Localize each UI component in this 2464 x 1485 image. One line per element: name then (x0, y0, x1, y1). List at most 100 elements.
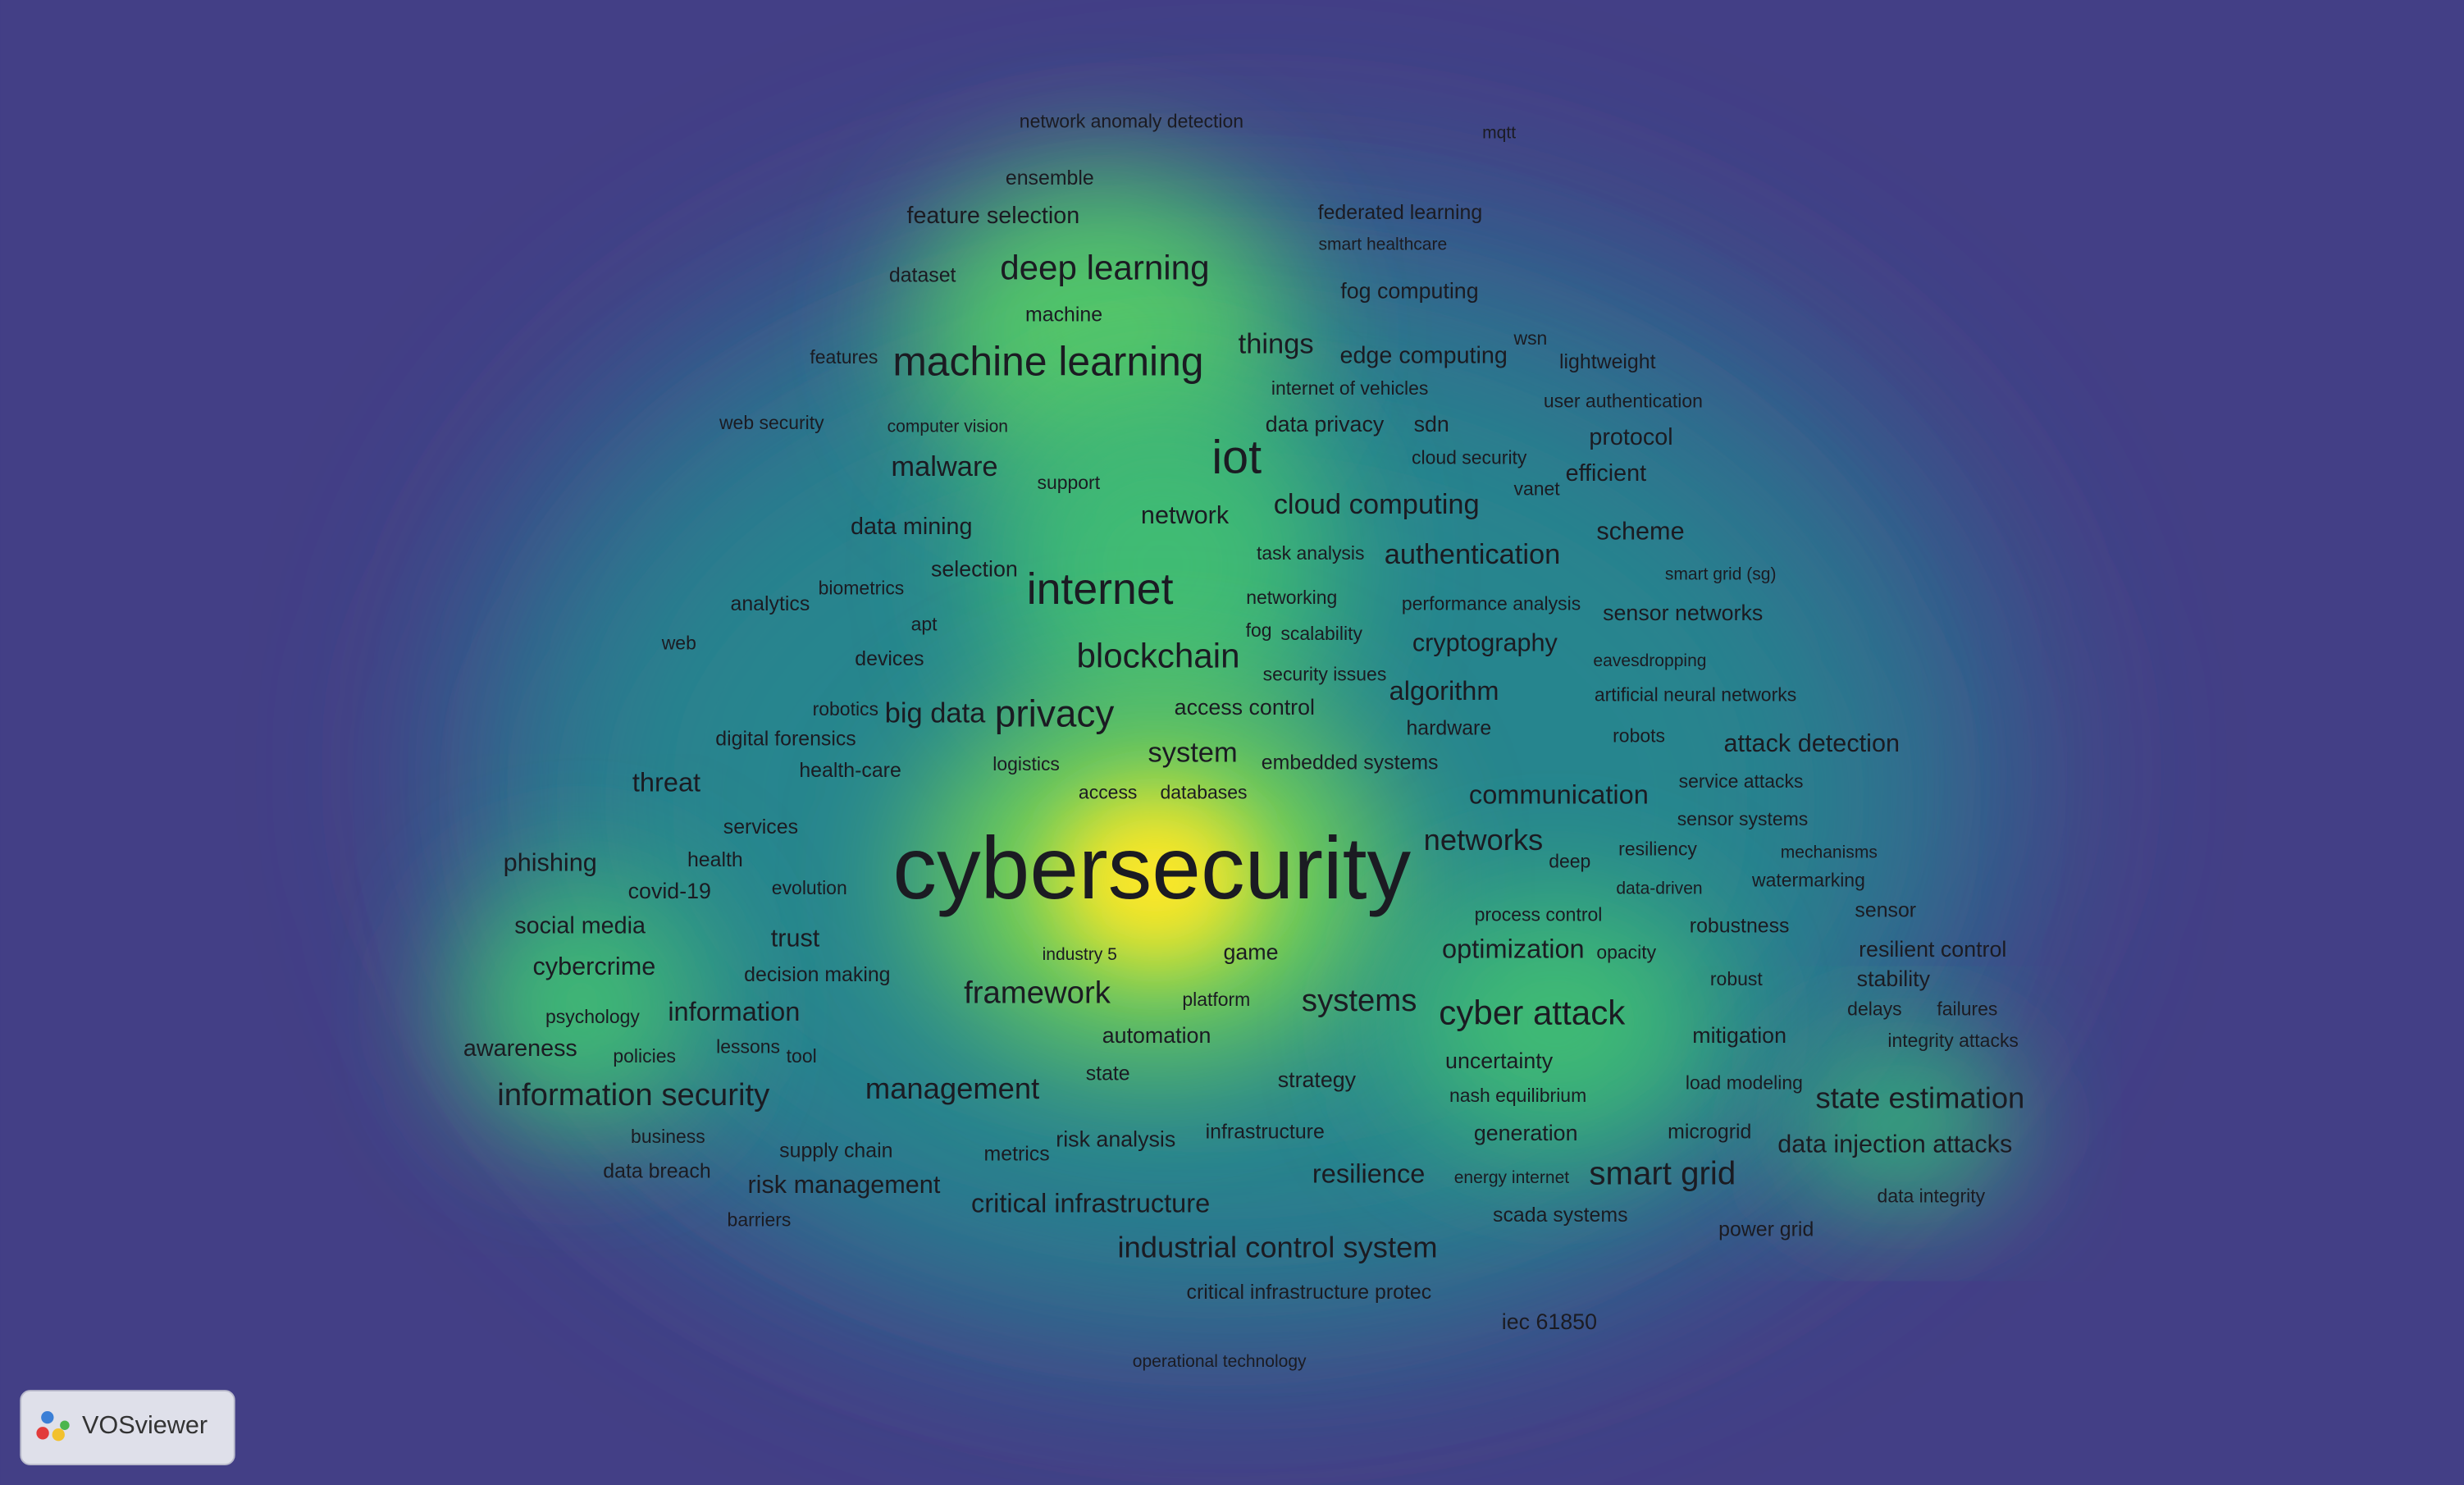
term-label: iot (1211, 431, 1262, 483)
term-label: tool (787, 1045, 817, 1067)
logo-text: VOSviewer (82, 1411, 208, 1439)
term-label: robustness (1690, 915, 1790, 938)
term-label: cryptography (1412, 628, 1558, 656)
term-label: smart healthcare (1318, 235, 1447, 254)
term-label: lightweight (1559, 350, 1656, 373)
term-label: cloud security (1412, 446, 1527, 468)
term-label: policies (613, 1045, 676, 1067)
term-label: fog computing (1340, 278, 1478, 303)
term-label: data injection attacks (1777, 1130, 2012, 1158)
term-label: federated learning (1318, 201, 1483, 224)
logo-box (20, 1390, 235, 1466)
term-label: strategy (1278, 1067, 1357, 1092)
term-label: sensor (1855, 898, 1916, 921)
term-label: big data (885, 698, 986, 729)
term-label: edge computing (1339, 342, 1507, 368)
term-label: opacity (1596, 942, 1656, 963)
term-label: load modeling (1686, 1072, 1803, 1094)
term-label: vanet (1513, 478, 1560, 500)
term-label: wsn (1513, 327, 1547, 349)
term-label: phishing (504, 849, 597, 877)
term-label: data breach (603, 1159, 710, 1182)
term-label: management (865, 1071, 1039, 1105)
term-label: threat (632, 767, 700, 797)
term-label: health-care (799, 759, 901, 782)
term-label: things (1239, 328, 1314, 359)
logo-icon (36, 1410, 70, 1442)
term-label: robotics (813, 698, 878, 720)
term-label: network (1141, 501, 1230, 529)
term-label: attack detection (1724, 729, 1900, 757)
term-label: trust (771, 924, 820, 952)
term-label: eavesdropping (1593, 651, 1706, 670)
term-label: deep learning (1000, 249, 1209, 287)
term-label: data privacy (1266, 412, 1385, 436)
term-label: system (1148, 737, 1238, 768)
term-label: data-driven (1616, 880, 1702, 898)
term-label: operational technology (1133, 1352, 1307, 1371)
term-label: fog (1246, 619, 1272, 641)
term-label: embedded systems (1262, 751, 1439, 774)
term-label: features (810, 346, 878, 368)
term-label: state (1086, 1062, 1130, 1085)
term-label: resiliency (1618, 838, 1697, 859)
term-label: feature selection (906, 203, 1079, 229)
term-label: framework (964, 976, 1111, 1011)
term-label: business (631, 1126, 705, 1147)
term-label: covid-19 (628, 879, 711, 903)
term-label: uncertainty (1445, 1049, 1554, 1073)
term-label: state estimation (1816, 1081, 2025, 1114)
term-label: apt (911, 613, 938, 634)
term-label: data mining (851, 514, 972, 540)
term-label: systems (1302, 983, 1417, 1018)
term-label: sdn (1414, 412, 1449, 436)
term-label: ensemble (1006, 167, 1094, 190)
term-label: supply chain (779, 1140, 892, 1163)
term-label: resilience (1312, 1158, 1425, 1188)
term-label: barriers (728, 1209, 792, 1230)
term-label: internet (1027, 564, 1174, 614)
term-labels: network anomaly detection mqtt ensemble fea… (463, 110, 2024, 1371)
term-label: web (661, 632, 696, 653)
term-label: lessons (716, 1036, 780, 1058)
term-label: psychology (545, 1006, 640, 1027)
term-label: evolution (772, 877, 847, 898)
term-label: platform (1182, 989, 1250, 1010)
term-label: biometrics (819, 577, 905, 598)
term-label: scheme (1596, 517, 1684, 545)
term-label: artificial neural networks (1595, 684, 1796, 706)
term-label: machine (1025, 304, 1102, 327)
term-label: generation (1474, 1121, 1578, 1145)
term-label: robust (1710, 968, 1763, 989)
term-label: microgrid (1668, 1121, 1751, 1144)
term-label: nash equilibrium (1449, 1085, 1586, 1106)
term-label: hardware (1406, 716, 1491, 739)
term-label: web security (719, 412, 824, 433)
term-label: cyber attack (1439, 993, 1626, 1031)
term-label: access (1079, 781, 1138, 802)
term-label: power grid (1718, 1218, 1814, 1241)
term-label: smart grid (1589, 1154, 1736, 1191)
term-label: user authentication (1544, 390, 1703, 411)
term-label: service attacks (1679, 770, 1804, 792)
term-label: blockchain (1076, 637, 1239, 675)
term-label: sensor systems (1677, 808, 1809, 829)
term-label: critical infrastructure (971, 1189, 1210, 1218)
density (455, 172, 2028, 1352)
term-label: optimization (1442, 934, 1585, 963)
term-label: devices (855, 647, 924, 670)
term-label: social media (514, 913, 646, 939)
term-label: cybercrime (532, 953, 655, 980)
term-label: mechanisms (1781, 843, 1878, 862)
term-label: risk management (747, 1171, 940, 1199)
term-label: risk analysis (1056, 1127, 1175, 1152)
term-label: algorithm (1389, 676, 1499, 706)
logo: VOSviewer (20, 1390, 235, 1466)
term-label: data integrity (1878, 1186, 1986, 1207)
term-label: networks (1424, 823, 1544, 857)
term-label: communication (1469, 780, 1649, 810)
term-label: scada systems (1493, 1204, 1628, 1227)
term-label: awareness (463, 1035, 577, 1062)
term-label: access control (1175, 695, 1315, 720)
